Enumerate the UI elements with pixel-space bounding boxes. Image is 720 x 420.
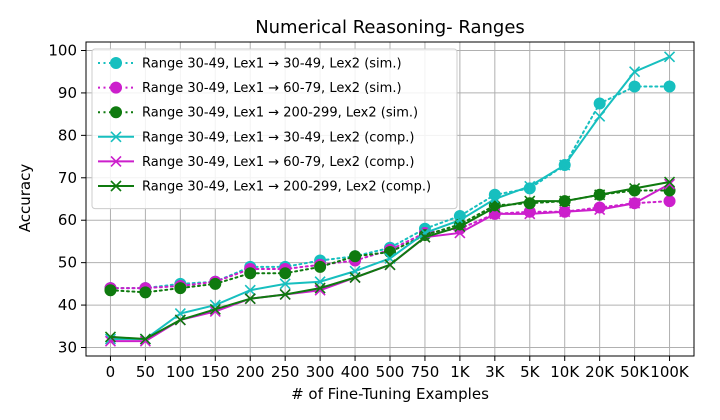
legend-label: Range 30-49, Lex1 → 200-299, Lex2 (sim.) <box>142 106 418 121</box>
data-point <box>663 178 676 190</box>
x-tick-label: 100K <box>650 363 690 381</box>
data-point <box>279 278 291 290</box>
data-point <box>244 293 256 305</box>
data-point <box>139 286 152 299</box>
legend-entry: Range 30-49, Lex1 → 200-299, Lex2 (comp.… <box>98 180 431 195</box>
x-axis-label: # of Fine-Tuning Examples <box>291 385 489 403</box>
y-tick-label: 50 <box>58 254 77 272</box>
data-point <box>629 197 641 209</box>
data-point <box>279 267 292 280</box>
data-point <box>244 284 256 296</box>
data-point <box>593 97 606 110</box>
x-tick-label: 10K <box>550 363 580 381</box>
x-tick-label: 20K <box>585 363 615 381</box>
data-point <box>663 51 676 63</box>
y-axis-label: Accuracy <box>16 164 34 233</box>
data-point <box>209 303 221 315</box>
data-point <box>489 201 501 214</box>
data-point <box>174 282 187 295</box>
data-point <box>524 208 536 220</box>
data-point <box>559 159 571 171</box>
data-point <box>489 193 501 205</box>
data-point <box>594 110 606 122</box>
y-tick-label: 100 <box>48 41 77 59</box>
y-tick-label: 80 <box>58 126 77 144</box>
legend-label: Range 30-49, Lex1 → 60-79, Lex2 (comp.) <box>142 155 415 170</box>
data-point <box>349 250 362 263</box>
legend-entry: Range 30-49, Lex1 → 30-49, Lex2 (sim.) <box>98 57 402 72</box>
data-point <box>174 314 186 326</box>
plot-area <box>104 51 676 347</box>
x-tick-label: 3K <box>485 363 506 381</box>
data-point <box>663 80 676 93</box>
legend-marker <box>110 155 122 167</box>
data-point <box>209 277 222 290</box>
x-tick-label: 0 <box>106 363 116 381</box>
data-point <box>454 221 466 233</box>
data-point <box>594 204 606 216</box>
legend-entry: Range 30-49, Lex1 → 60-79, Lex2 (comp.) <box>98 155 415 170</box>
data-point <box>628 184 641 197</box>
data-point <box>629 66 641 78</box>
x-tick-label: 400 <box>341 363 370 381</box>
x-tick-label: 50 <box>136 363 155 381</box>
data-point <box>628 80 641 93</box>
legend-box <box>91 48 458 210</box>
legend-entry: Range 30-49, Lex1 → 30-49, Lex2 (comp.) <box>98 130 415 145</box>
legend: Range 30-49, Lex1 → 30-49, Lex2 (sim.) Ra… <box>91 48 458 210</box>
y-tick-label: 60 <box>58 211 77 229</box>
legend-marker <box>110 81 122 94</box>
y-tick-label: 40 <box>58 296 77 314</box>
legend-label: Range 30-49, Lex1 → 30-49, Lex2 (sim.) <box>142 57 402 72</box>
x-tick-label: 150 <box>201 363 230 381</box>
data-point <box>104 284 117 297</box>
legend-label: Range 30-49, Lex1 → 200-299, Lex2 (comp.… <box>142 180 431 195</box>
data-point <box>314 282 326 294</box>
data-point <box>384 259 396 271</box>
data-point <box>104 331 117 343</box>
legend-marker <box>110 57 122 69</box>
data-point <box>104 333 117 345</box>
data-point <box>419 231 431 243</box>
data-point <box>559 195 571 207</box>
data-point <box>663 195 676 208</box>
x-tick-label: 200 <box>236 363 265 381</box>
x-tick-label: 1K <box>450 363 471 381</box>
data-point <box>349 271 361 284</box>
y-tick-label: 90 <box>58 84 77 102</box>
series-5 <box>104 176 676 345</box>
legend-marker <box>110 180 122 192</box>
y-axis: 30 40 50 60 70 80 90 100 <box>48 41 86 357</box>
data-point <box>559 206 571 218</box>
x-tick-label: 100 <box>166 363 195 381</box>
chart-title: Numerical Reasoning- Ranges <box>255 17 525 38</box>
x-tick-label: 50K <box>620 363 650 381</box>
data-point <box>663 176 676 188</box>
data-point <box>629 182 641 194</box>
data-point <box>524 180 536 192</box>
x-tick-label: 250 <box>271 363 300 381</box>
y-tick-label: 30 <box>58 339 77 357</box>
data-point <box>594 189 606 201</box>
x-axis: 0 50 100 150 200 250 300 400 500 750 1K 3K 5K 10K 20K 5… <box>106 356 690 381</box>
data-point <box>314 260 327 273</box>
data-point <box>524 195 536 207</box>
legend-marker <box>110 106 122 119</box>
data-point <box>279 288 291 301</box>
x-tick-label: 5K <box>520 363 541 381</box>
data-point <box>523 197 536 210</box>
data-point <box>139 333 151 345</box>
legend-label: Range 30-49, Lex1 → 30-49, Lex2 (comp.) <box>142 130 415 145</box>
legend-entry: Range 30-49, Lex1 → 200-299, Lex2 (sim.) <box>98 106 418 121</box>
legend-marker <box>110 131 122 143</box>
x-tick-label: 750 <box>411 363 440 381</box>
legend-label: Range 30-49, Lex1 → 60-79, Lex2 (sim.) <box>142 81 402 96</box>
x-tick-label: 500 <box>376 363 405 381</box>
legend-entry: Range 30-49, Lex1 → 60-79, Lex2 (sim.) <box>98 81 402 96</box>
x-tick-label: 300 <box>306 363 335 381</box>
data-point <box>593 201 606 214</box>
y-tick-label: 70 <box>58 169 77 187</box>
data-point <box>244 267 257 280</box>
